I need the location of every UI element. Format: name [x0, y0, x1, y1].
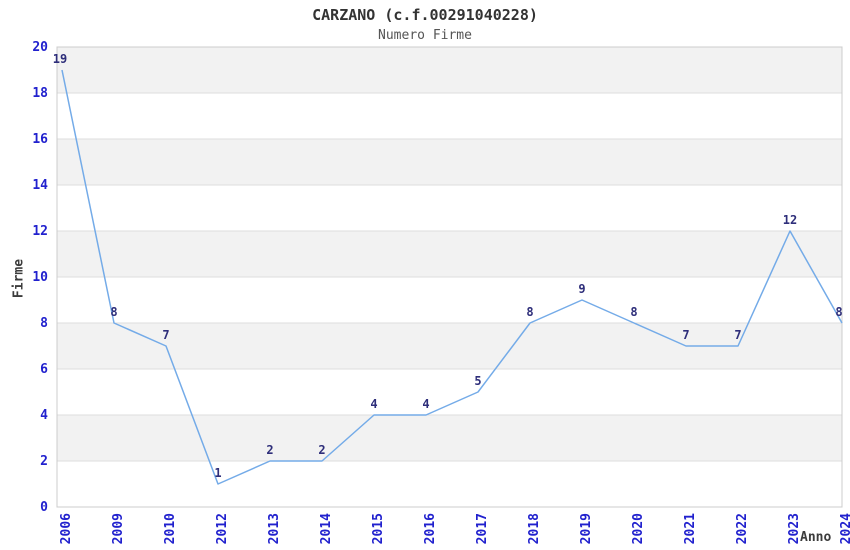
x-axis-title: Anno	[800, 530, 832, 545]
chart-subtitle: Numero Firme	[378, 28, 472, 43]
data-label: 2	[266, 443, 273, 457]
plot-band	[57, 93, 842, 139]
plot-band	[57, 369, 842, 415]
x-tick-label: 2022	[735, 513, 750, 544]
y-tick-label: 14	[32, 178, 48, 193]
y-tick-label: 20	[32, 40, 48, 55]
x-tick-label: 2012	[215, 513, 230, 544]
data-label: 2	[318, 443, 325, 457]
plot-band	[57, 231, 842, 277]
plot-band	[57, 461, 842, 507]
data-label: 1	[214, 466, 221, 480]
x-tick-label: 2020	[631, 513, 646, 544]
data-label: 8	[835, 305, 842, 319]
x-tick-label: 2023	[787, 513, 802, 544]
data-label: 8	[526, 305, 533, 319]
plot-band	[57, 47, 842, 93]
y-tick-label: 18	[32, 86, 48, 101]
plot-border	[56, 46, 843, 508]
plot-band	[57, 415, 842, 461]
data-label: 12	[783, 213, 797, 227]
data-label: 8	[630, 305, 637, 319]
data-label: 7	[162, 328, 169, 342]
x-tick-label: 2014	[319, 513, 334, 544]
x-tick-label: 2017	[475, 513, 490, 544]
y-tick-label: 16	[32, 132, 48, 147]
data-label: 4	[422, 397, 429, 411]
y-tick-label: 8	[40, 316, 48, 331]
plot-band	[57, 139, 842, 185]
data-label: 7	[682, 328, 689, 342]
plot-band	[57, 185, 842, 231]
y-tick-label: 0	[40, 500, 48, 515]
data-label: 7	[734, 328, 741, 342]
y-tick-label: 12	[32, 224, 48, 239]
y-tick-label: 6	[40, 362, 48, 377]
x-tick-label: 2013	[267, 513, 282, 544]
x-tick-label: 2018	[527, 513, 542, 544]
series-line	[61, 69, 843, 485]
x-tick-label: 2024	[839, 513, 850, 544]
data-label: 4	[370, 397, 377, 411]
x-tick-label: 2006	[59, 513, 74, 544]
data-label: 9	[578, 282, 585, 296]
chart-title: CARZANO (c.f.00291040228)	[312, 6, 538, 24]
data-label: 19	[53, 52, 67, 66]
x-tick-label: 2009	[111, 513, 126, 544]
y-axis-title: Firme	[11, 258, 27, 299]
x-tick-label: 2021	[683, 513, 698, 544]
x-tick-label: 2010	[163, 513, 178, 544]
x-tick-label: 2016	[423, 513, 438, 544]
y-tick-label: 2	[40, 454, 48, 469]
y-tick-label: 4	[40, 408, 48, 423]
data-label: 8	[110, 305, 117, 319]
y-tick-label: 10	[32, 270, 48, 285]
x-tick-label: 2019	[579, 513, 594, 544]
data-label: 5	[474, 374, 481, 388]
x-tick-label: 2015	[371, 513, 386, 544]
plot-band	[57, 277, 842, 323]
